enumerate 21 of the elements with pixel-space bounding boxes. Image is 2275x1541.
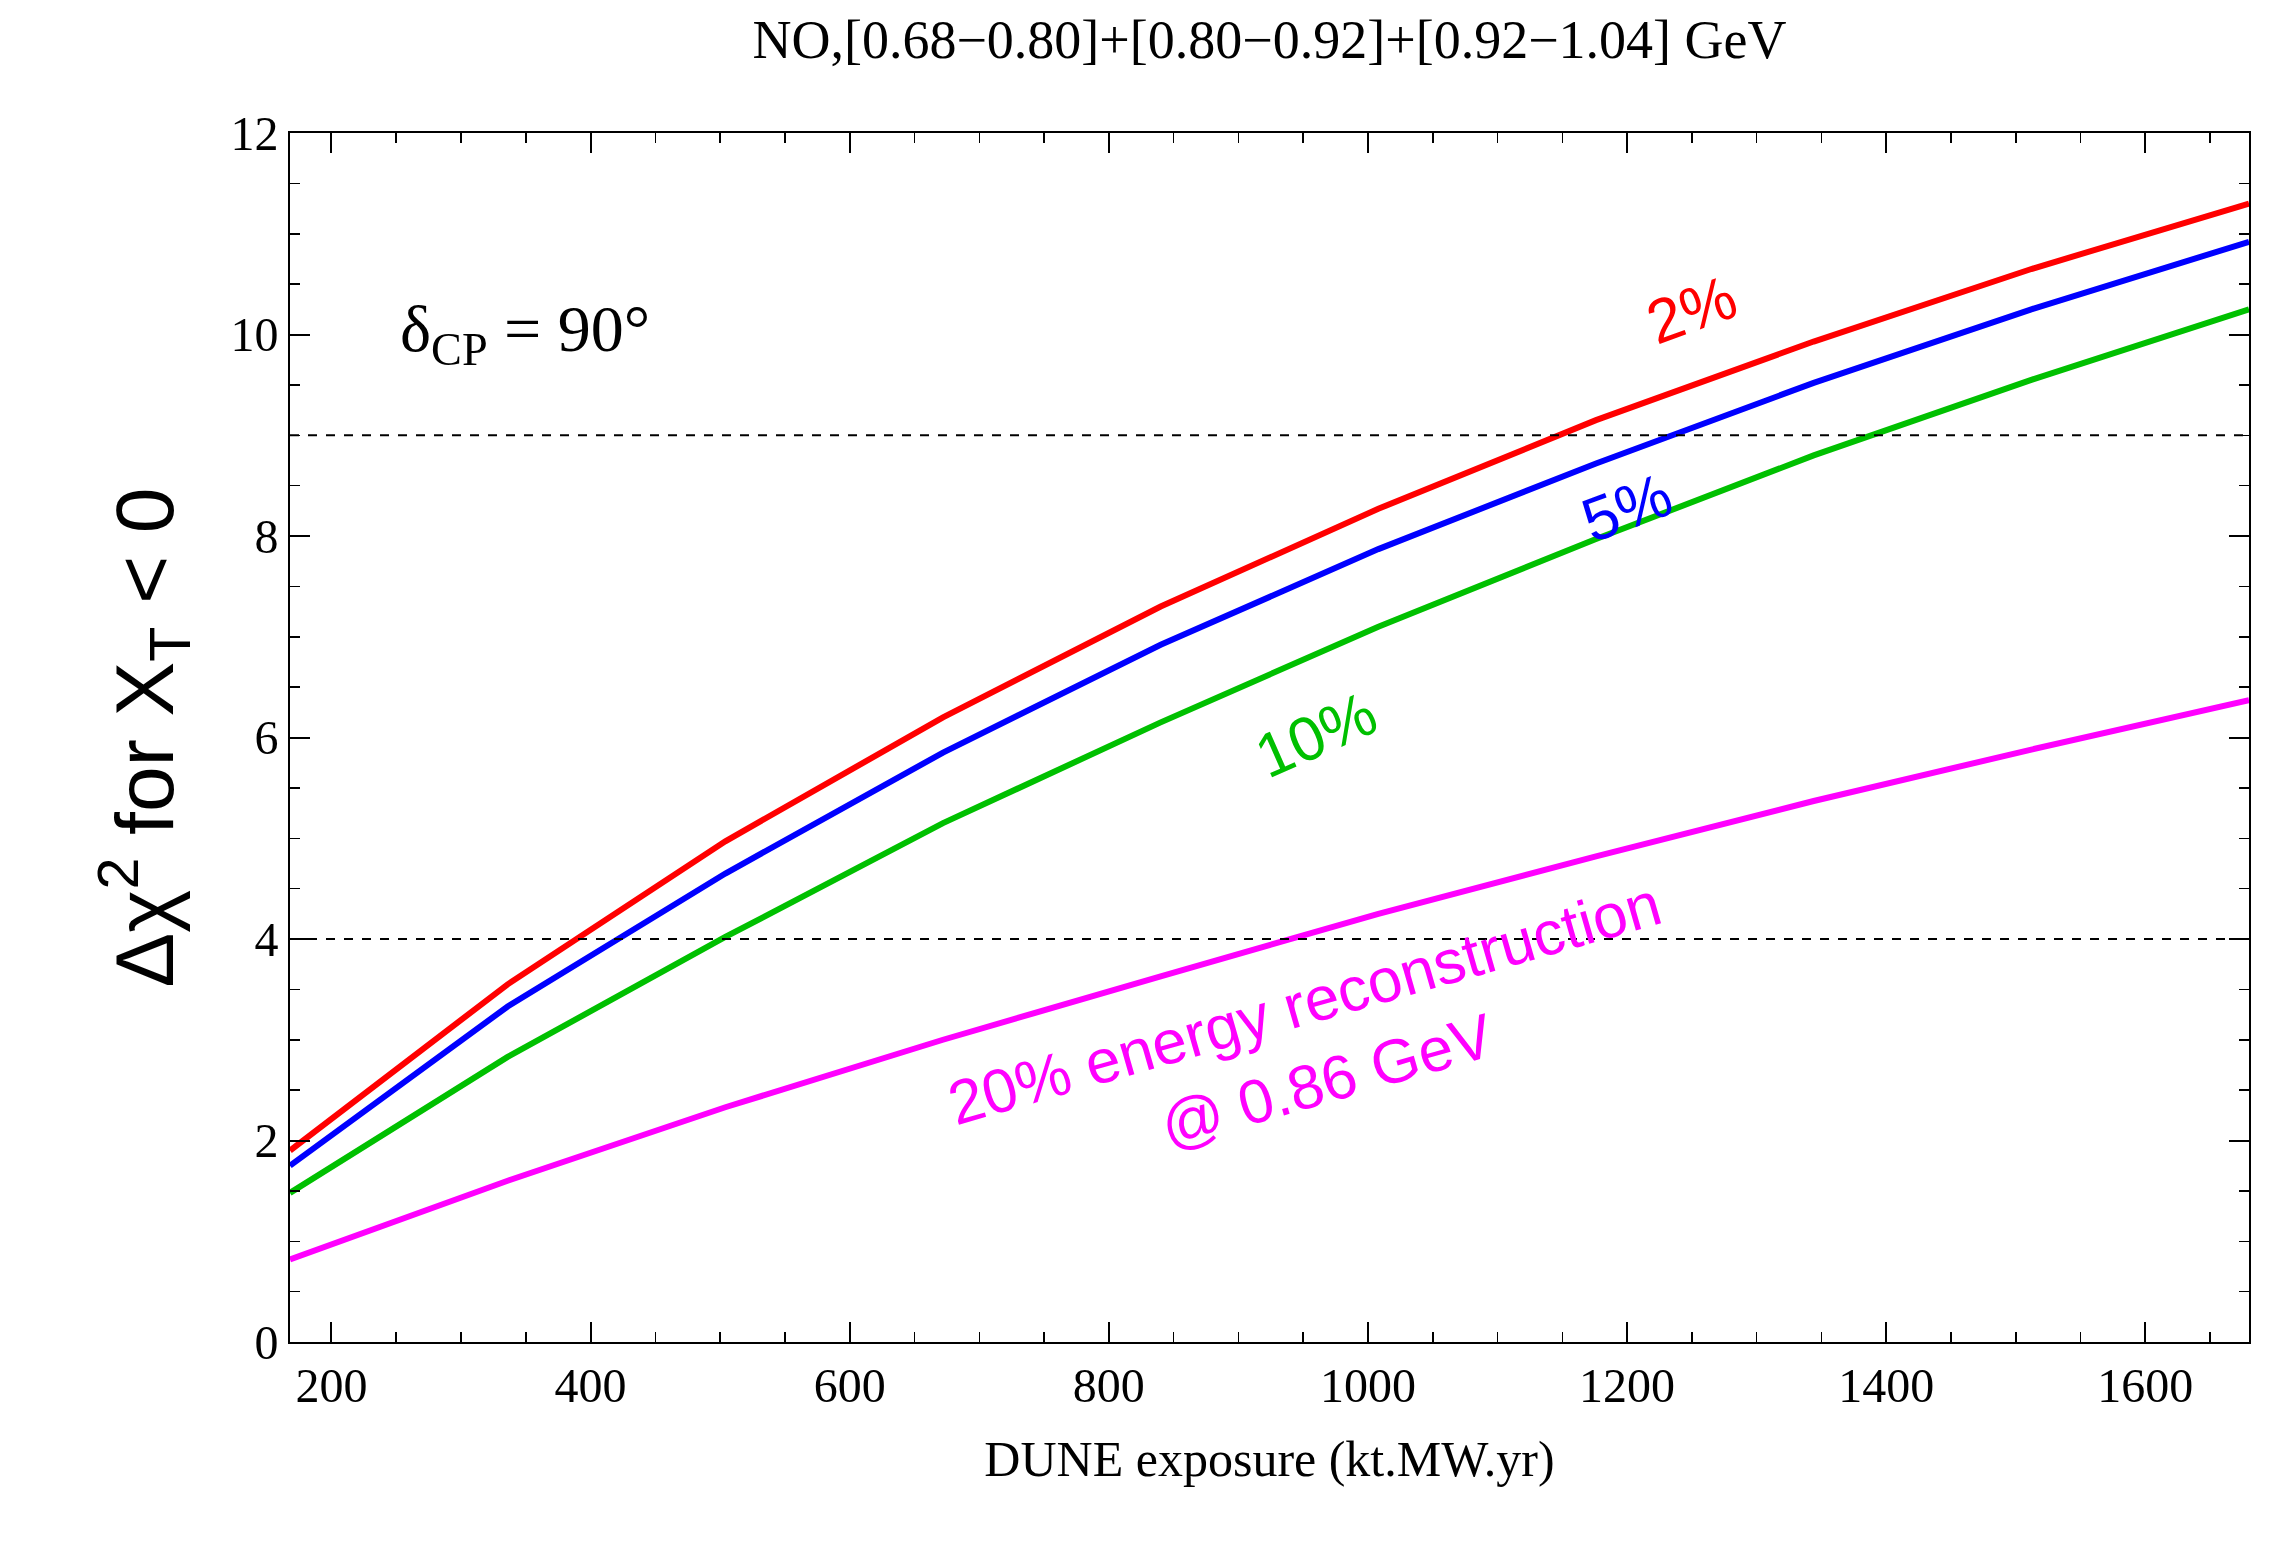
y-tick-label: 10 [230,308,279,362]
y-tick-label: 2 [254,1114,279,1168]
y-tick-label: 8 [254,509,279,563]
x-tick-label: 1000 [1319,1358,1416,1412]
y-tick-label: 0 [254,1315,279,1369]
y-tick-label: 6 [254,711,279,765]
x-tick-label: 200 [295,1358,368,1412]
chart-title: NO,[0.68−0.80]+[0.80−0.92]+[0.92−1.04] GeV [752,9,1787,70]
x-tick-label: 400 [554,1358,627,1412]
y-tick-label: 12 [230,106,279,160]
y-tick-label: 4 [254,912,279,966]
text: 5% [1572,459,1681,556]
x-tick-label: 1200 [1579,1358,1676,1412]
x-tick-label: 1400 [1838,1358,1935,1412]
text: 10% [1245,677,1387,792]
x-tick-label: 800 [1072,1358,1145,1412]
x-tick-label: 600 [813,1358,886,1412]
x-tick-label: 1600 [2097,1358,2194,1412]
annotation: δ$_{CP}$ = 90° [400,292,651,375]
text: 2% [1637,261,1746,358]
x-axis-title: DUNE exposure (kt.MW.yr) [984,1430,1555,1487]
